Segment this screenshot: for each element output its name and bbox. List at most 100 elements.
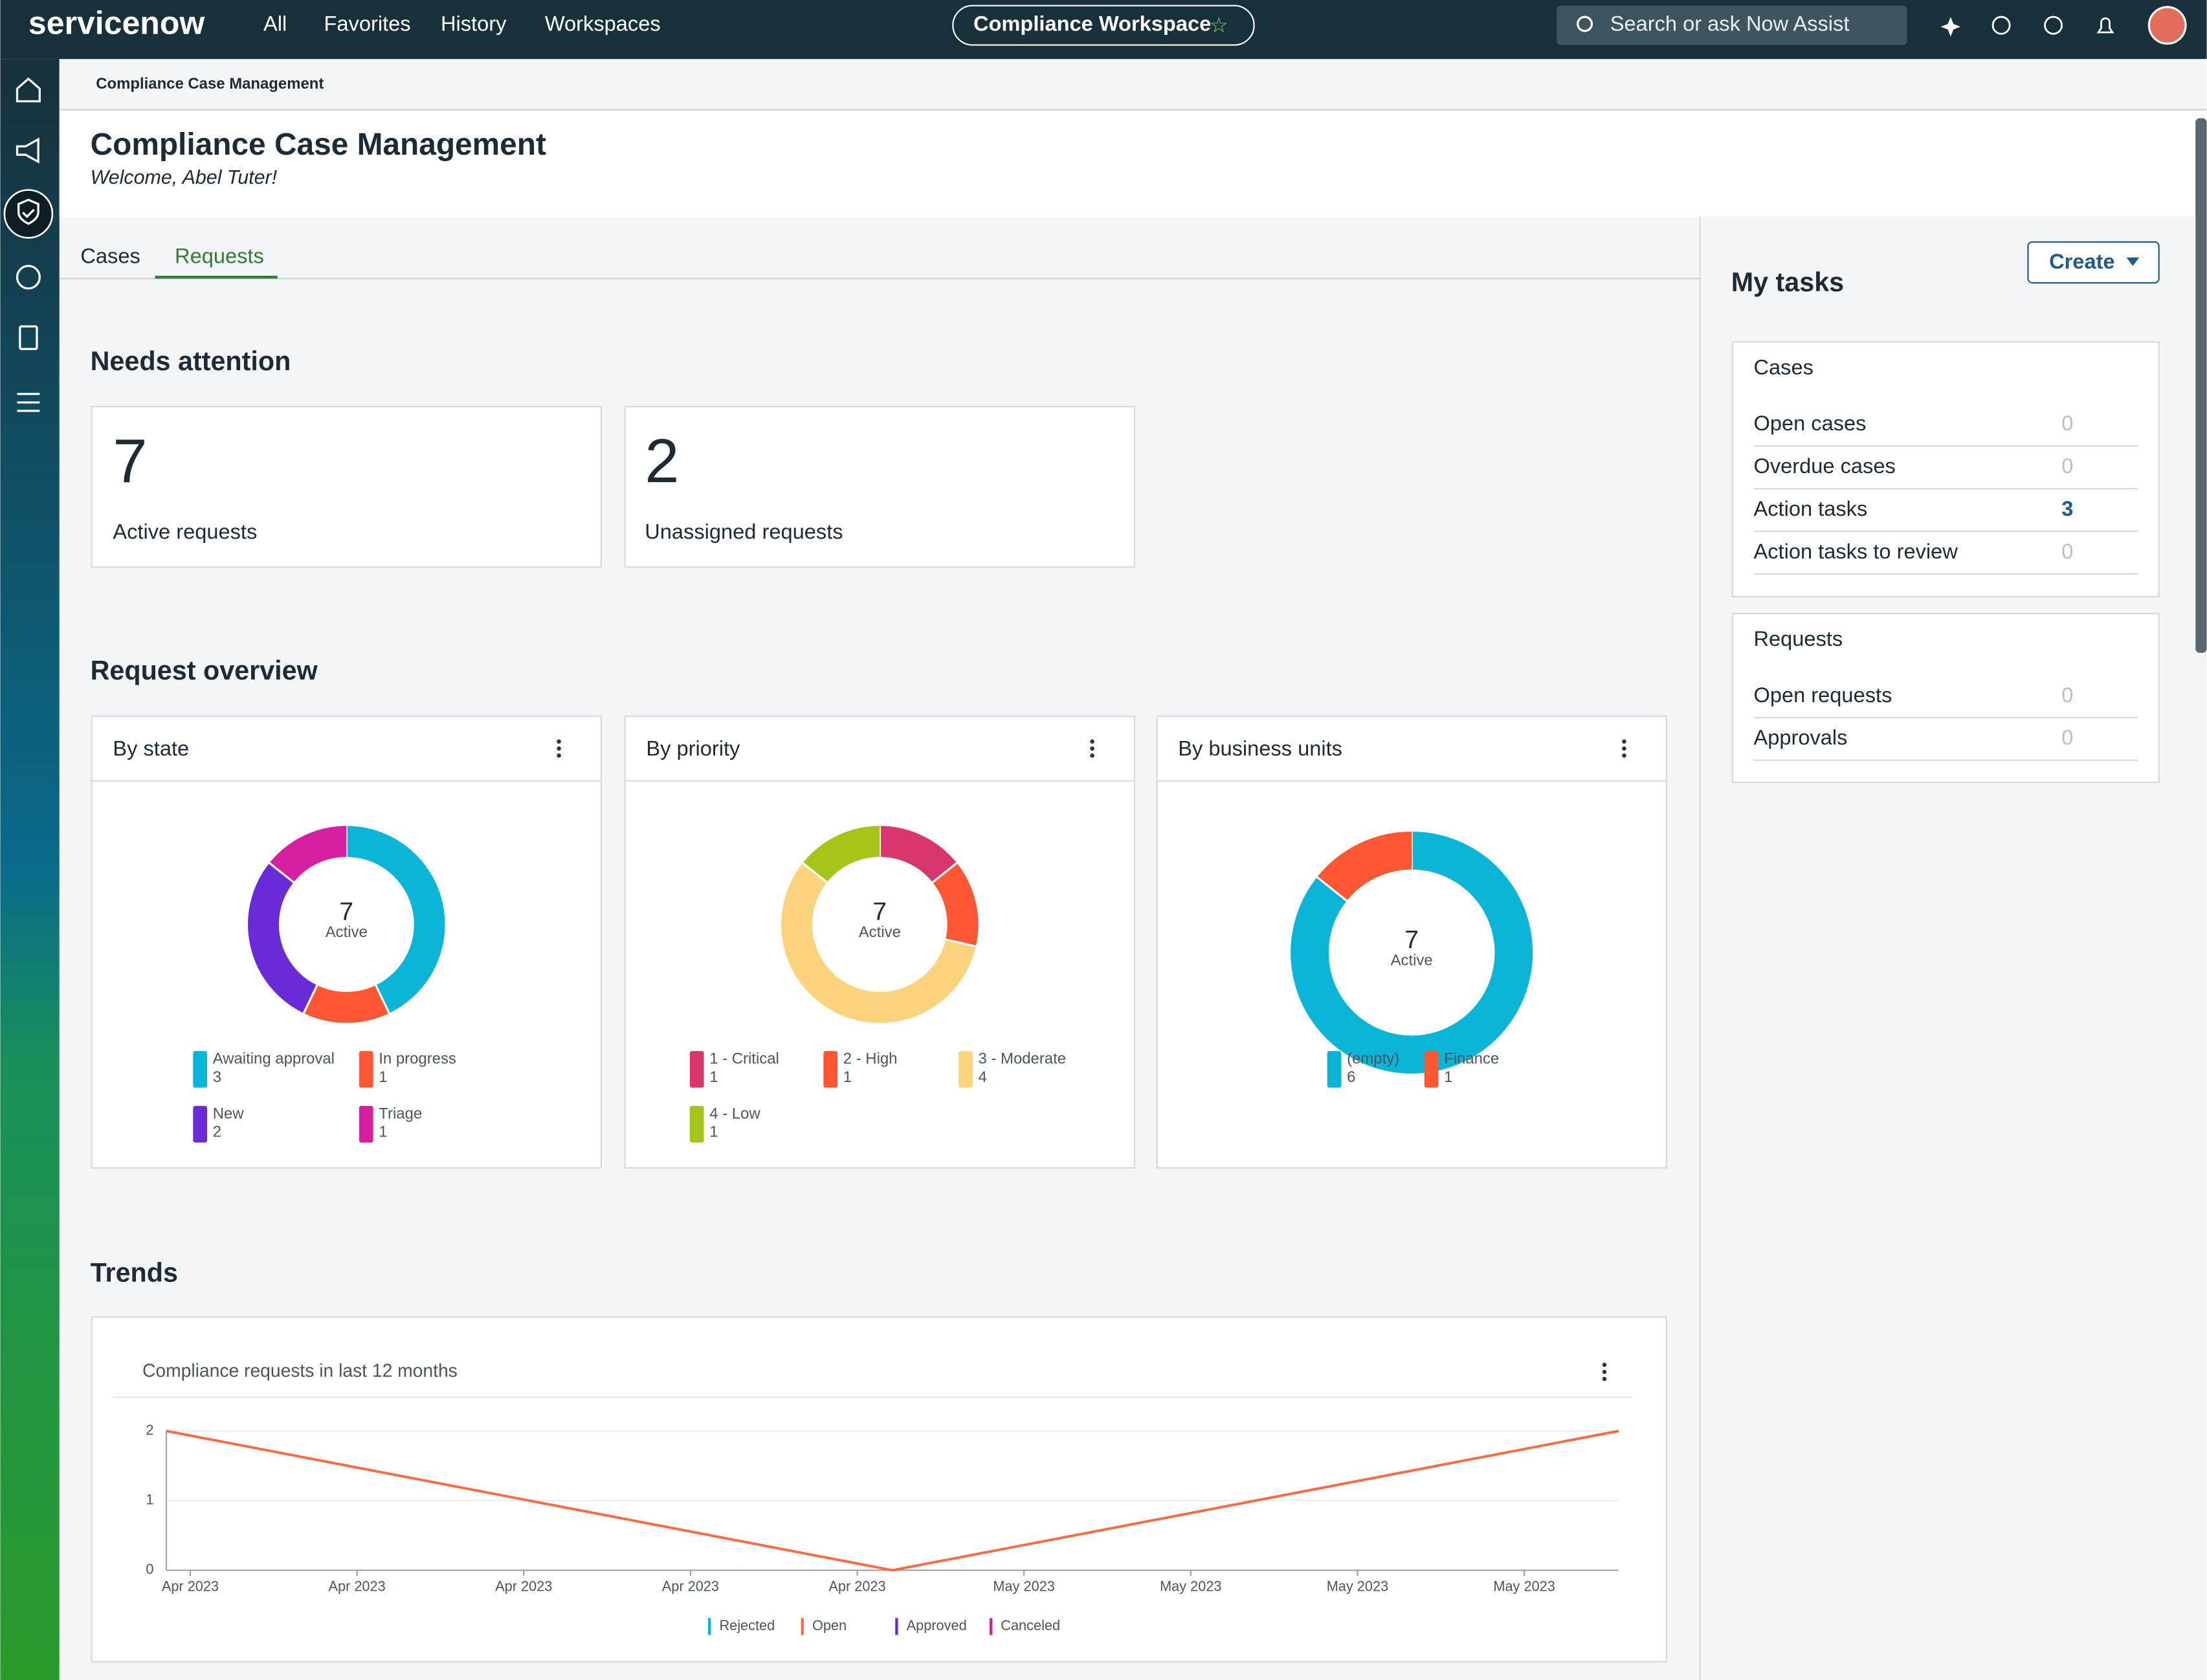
- assist-icon[interactable]: [1940, 17, 1961, 37]
- legend-label: New: [213, 1105, 245, 1122]
- donut-segment: [304, 985, 390, 1023]
- tab[interactable]: Cases: [80, 243, 140, 267]
- donut-total: 7: [1404, 926, 1419, 954]
- legend-label: Finance: [1444, 1050, 1499, 1067]
- donut-label: Active: [859, 923, 901, 941]
- legend-label: 2 - High: [843, 1050, 898, 1067]
- dropdown-icon: [2126, 257, 2140, 266]
- donut-total: 7: [339, 898, 353, 925]
- legend-label: Rejected: [719, 1617, 775, 1633]
- legend-swatch: [359, 1051, 373, 1088]
- donut-total: 7: [872, 898, 887, 925]
- task-group-title: Cases: [1753, 355, 1813, 379]
- donut-segment: [346, 826, 445, 1013]
- legend-swatch: [823, 1051, 838, 1088]
- legend-value: 6: [1347, 1068, 1355, 1086]
- avatar[interactable]: [2147, 6, 2187, 45]
- segment-gap: [931, 862, 958, 883]
- search-box[interactable]: [1557, 5, 1907, 45]
- stat-card[interactable]: [91, 406, 602, 568]
- menu-dot: [1602, 1376, 1607, 1381]
- x-tick-label: May 2023: [993, 1578, 1054, 1594]
- chart-card: [91, 1316, 1667, 1663]
- section-title: Request overview: [91, 656, 318, 685]
- y-tick-label: 1: [146, 1492, 153, 1508]
- star-icon[interactable]: ☆: [1210, 13, 1228, 37]
- task-label[interactable]: Action tasks: [1753, 496, 1867, 520]
- donut-label: Active: [326, 923, 368, 941]
- legend-value: 1: [1444, 1068, 1452, 1086]
- bell-icon[interactable]: [2096, 17, 2114, 34]
- y-tick-label: 0: [146, 1561, 153, 1577]
- tab-active[interactable]: Requests: [175, 243, 264, 267]
- chat-icon[interactable]: [1991, 16, 2011, 35]
- segment-gap: [269, 862, 294, 883]
- task-label[interactable]: Open cases: [1753, 411, 1866, 435]
- section-title: Trends: [91, 1258, 178, 1288]
- task-label[interactable]: Open requests: [1753, 683, 1892, 707]
- menu-dot: [1602, 1362, 1607, 1367]
- legend-swatch: [959, 1051, 973, 1088]
- legend-swatch: [193, 1105, 208, 1143]
- nav-link[interactable]: Favorites: [324, 12, 410, 36]
- panel-title: My tasks: [1731, 267, 1844, 297]
- menu-dot: [1602, 1369, 1607, 1375]
- legend-swatch: [989, 1618, 993, 1635]
- check-icon[interactable]: [16, 265, 41, 290]
- legend-label: Awaiting approval: [213, 1050, 335, 1067]
- announce-icon[interactable]: [16, 137, 39, 164]
- menu-dot: [1090, 746, 1094, 751]
- task-label[interactable]: Action tasks to review: [1753, 539, 1958, 563]
- stat-card[interactable]: [624, 406, 1135, 568]
- chart-title: By business units: [1178, 736, 1342, 760]
- home-icon[interactable]: [16, 77, 41, 103]
- nav-link[interactable]: All: [263, 12, 287, 36]
- nav-link[interactable]: History: [441, 12, 507, 36]
- menu-dot: [557, 746, 561, 751]
- task-label[interactable]: Approvals: [1753, 725, 1847, 749]
- task-count: 0: [2061, 683, 2073, 707]
- task-card: [1731, 612, 2160, 783]
- legend-label: 3 - Moderate: [978, 1050, 1066, 1067]
- legend-swatch: [689, 1105, 704, 1143]
- legend-value: 1: [709, 1068, 718, 1086]
- legend-label: In progress: [379, 1050, 456, 1067]
- donut-label: Active: [1391, 951, 1433, 969]
- menu-dot: [557, 753, 561, 758]
- workspace-pill[interactable]: [952, 5, 1255, 46]
- legend-swatch: [708, 1618, 711, 1635]
- task-count: 0: [2061, 539, 2073, 563]
- stat-value: 7: [113, 426, 147, 496]
- chart-card: [624, 715, 1135, 1169]
- chart-title: By priority: [646, 736, 740, 760]
- scrollbar[interactable]: [2195, 118, 2207, 653]
- stat-label: Unassigned requests: [645, 520, 843, 544]
- clipboard-icon[interactable]: [19, 325, 38, 350]
- y-tick-label: 2: [146, 1422, 153, 1438]
- task-card: [1731, 341, 2160, 597]
- legend-label: (empty): [1347, 1050, 1399, 1067]
- x-tick-label: Apr 2023: [662, 1578, 719, 1594]
- menu-dot: [1090, 753, 1094, 758]
- search-placeholder: Search or ask Now Assist: [1610, 12, 1850, 36]
- help-icon[interactable]: [2044, 16, 2063, 35]
- legend-value: 1: [379, 1123, 387, 1141]
- nav-link[interactable]: Workspaces: [545, 12, 661, 36]
- stat-value: 2: [645, 426, 679, 496]
- legend-swatch: [801, 1618, 804, 1635]
- legend-swatch: [1327, 1051, 1342, 1088]
- chart-card: [1156, 715, 1667, 1169]
- legend-value: 2: [213, 1123, 221, 1141]
- breadcrumb[interactable]: Compliance Case Management: [96, 75, 324, 93]
- x-tick-label: Apr 2023: [162, 1578, 219, 1594]
- list-icon[interactable]: [17, 393, 40, 412]
- donut-segment: [879, 826, 957, 883]
- create-button[interactable]: [2027, 241, 2160, 284]
- task-label[interactable]: Overdue cases: [1753, 454, 1895, 478]
- task-count: 0: [2061, 454, 2073, 478]
- legend-label: Open: [812, 1617, 847, 1633]
- menu-dot: [1622, 739, 1626, 744]
- legend-swatch: [895, 1618, 898, 1635]
- legend-value: 3: [213, 1068, 221, 1086]
